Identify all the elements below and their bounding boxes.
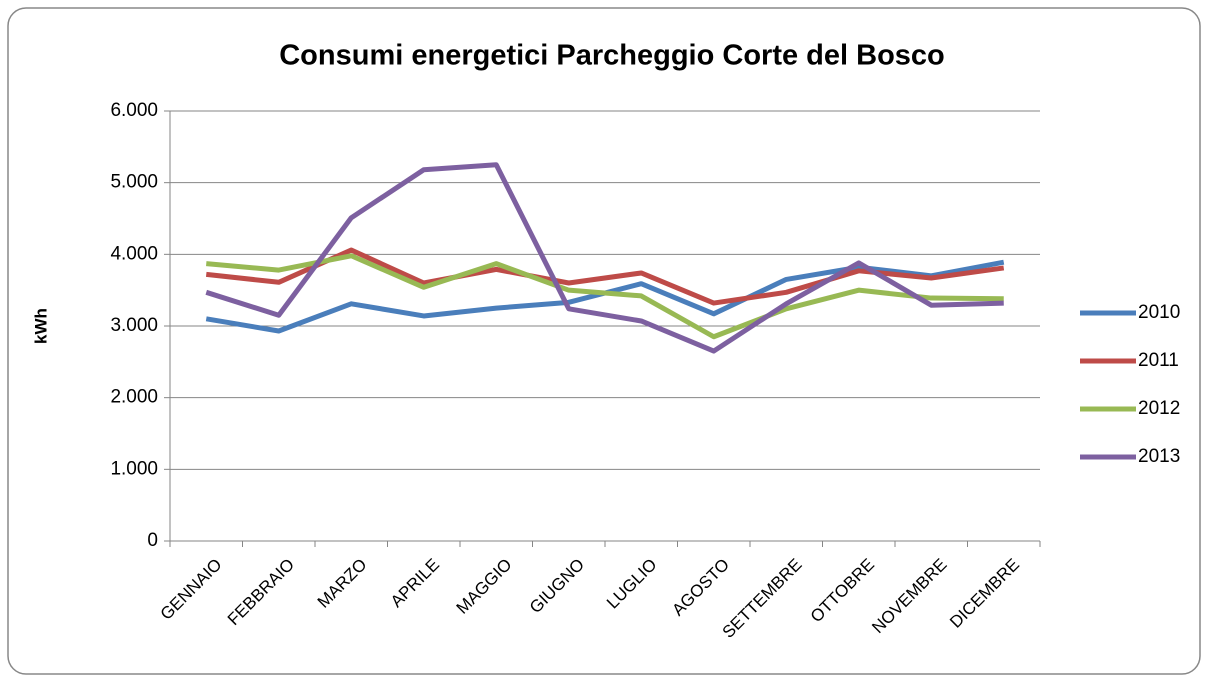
- chart-title: Consumi energetici Parcheggio Corte del …: [279, 40, 945, 72]
- legend-label: 2010: [1138, 302, 1180, 323]
- legend-label: 2013: [1138, 446, 1180, 467]
- y-tick-label: 0: [147, 530, 158, 551]
- legend-label: 2011: [1138, 350, 1179, 371]
- y-tick-label: 3.000: [110, 315, 158, 336]
- legend-label: 2012: [1138, 398, 1180, 419]
- y-axis-label: kWh: [31, 308, 50, 344]
- y-tick-label: 4.000: [110, 243, 158, 264]
- y-tick-label: 5.000: [110, 172, 158, 193]
- series-line: [206, 253, 1004, 340]
- y-tick-label: 2.000: [110, 387, 158, 408]
- y-tick-label: 1.000: [110, 458, 158, 479]
- chart-border: [7, 7, 1201, 675]
- series-line: [205, 162, 1004, 354]
- y-tick-label: 6.000: [110, 100, 158, 121]
